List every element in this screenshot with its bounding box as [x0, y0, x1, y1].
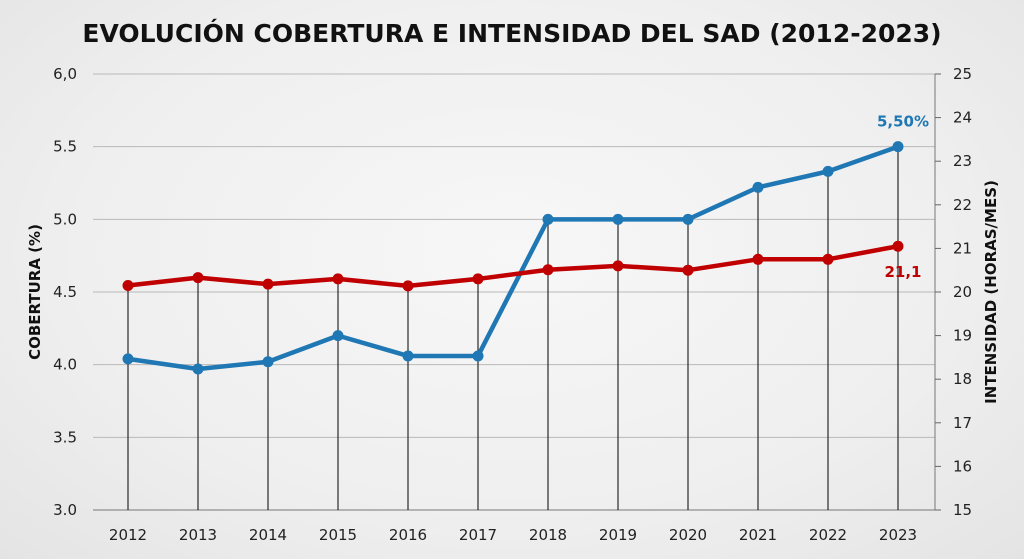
right-axis-ticks: 15 16 17 18 19 20 21 22 23 24 25 — [935, 65, 972, 519]
series-point-1 — [682, 213, 694, 225]
series-group: 5,50% 21,1 — [122, 113, 929, 375]
y-right-axis-label: INTENSIDAD (HORAS/MES) — [982, 180, 1000, 404]
x-tick-label: 2012 — [109, 526, 147, 544]
x-axis-ticks: 2012 2013 2014 2015 2016 2017 2018 2019 2020 2021… — [109, 526, 917, 544]
left-axis-ticks: 3.0 3.5 4.0 4.5 5.0 5.5 6,0 — [53, 65, 77, 519]
y-left-tick-label: 6,0 — [53, 65, 77, 83]
series-point-1 — [822, 165, 834, 177]
series-line-2 — [125, 243, 901, 289]
series-point-2 — [122, 279, 134, 291]
series-point-2 — [752, 253, 764, 265]
series-end-label-2: 21,1 — [884, 263, 921, 281]
series-point-1 — [892, 141, 904, 153]
grid — [93, 73, 936, 511]
x-tick-label: 2018 — [529, 526, 567, 544]
chart-title: EVOLUCIÓN COBERTURA E INTENSIDAD DEL SAD… — [82, 18, 941, 48]
y-right-tick-label: 21 — [953, 239, 972, 257]
series-line-1 — [125, 144, 901, 372]
category-lines — [127, 146, 899, 510]
series-point-2 — [332, 273, 344, 285]
y-right-tick-label: 15 — [953, 501, 972, 519]
x-tick-label: 2023 — [879, 526, 917, 544]
x-tick-label: 2020 — [669, 526, 707, 544]
series-point-1 — [262, 356, 274, 368]
series-point-2 — [822, 253, 834, 265]
x-tick-label: 2019 — [599, 526, 637, 544]
x-tick-label: 2014 — [249, 526, 287, 544]
y-left-axis-label: COBERTURA (%) — [26, 224, 44, 360]
y-left-tick-label: 5.5 — [53, 138, 77, 156]
y-left-tick-label: 5.0 — [53, 210, 77, 228]
series-point-2 — [542, 264, 554, 276]
series-point-1 — [542, 213, 554, 225]
series-point-1 — [192, 363, 204, 375]
series-point-1 — [612, 213, 624, 225]
y-right-tick-label: 23 — [953, 152, 972, 170]
series-point-2 — [472, 273, 484, 285]
series-point-1 — [332, 330, 344, 342]
y-right-tick-label: 24 — [953, 109, 972, 127]
x-tick-label: 2015 — [319, 526, 357, 544]
series-point-2 — [192, 272, 204, 284]
y-right-tick-label: 18 — [953, 370, 972, 388]
x-tick-label: 2022 — [809, 526, 847, 544]
series-point-2 — [682, 264, 694, 276]
y-right-tick-label: 20 — [953, 283, 972, 301]
series-point-1 — [472, 350, 484, 362]
series-point-2 — [612, 260, 624, 272]
series-point-2 — [402, 280, 414, 292]
x-tick-label: 2021 — [739, 526, 777, 544]
series-point-1 — [122, 353, 134, 365]
series-point-1 — [402, 350, 414, 362]
y-left-tick-label: 3.0 — [53, 501, 77, 519]
y-right-tick-label: 22 — [953, 196, 972, 214]
y-left-tick-label: 3.5 — [53, 428, 77, 446]
series-point-1 — [752, 181, 764, 193]
y-left-tick-label: 4.0 — [53, 356, 77, 374]
y-right-tick-label: 16 — [953, 457, 972, 475]
y-right-tick-label: 17 — [953, 414, 972, 432]
y-right-tick-label: 25 — [953, 65, 972, 83]
x-tick-label: 2017 — [459, 526, 497, 544]
series-point-2 — [892, 240, 904, 252]
series-point-2 — [262, 278, 274, 290]
x-tick-label: 2016 — [389, 526, 427, 544]
y-left-tick-label: 4.5 — [53, 283, 77, 301]
x-tick-label: 2013 — [179, 526, 217, 544]
y-right-tick-label: 19 — [953, 327, 972, 345]
series-end-label-1: 5,50% — [877, 113, 929, 131]
